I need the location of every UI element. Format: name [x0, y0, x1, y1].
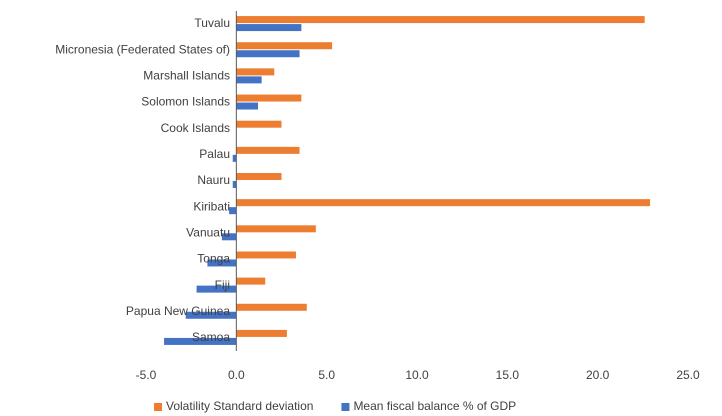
bar — [207, 259, 237, 267]
bar — [236, 76, 262, 84]
y-tick-label: Tonga — [197, 252, 230, 266]
bar — [236, 16, 645, 24]
bar — [185, 311, 237, 319]
y-tick-label: Fiji — [215, 278, 230, 292]
x-tick-label: 25.0 — [676, 368, 700, 382]
bar — [236, 24, 302, 32]
y-tick-label: Tuvalu — [194, 16, 230, 30]
bar — [221, 233, 237, 241]
bar — [236, 102, 259, 110]
bar — [236, 68, 275, 76]
legend-swatch — [341, 403, 350, 411]
y-tick-label: Cook Islands — [161, 121, 230, 135]
bar — [236, 50, 300, 58]
x-tick-label: 0.0 — [228, 368, 245, 382]
y-tick-label: Micronesia (Federated States of) — [55, 42, 230, 56]
x-tick-label: 20.0 — [586, 368, 610, 382]
bar — [196, 285, 237, 293]
x-tick-label: 5.0 — [318, 368, 335, 382]
x-tick-label: 15.0 — [496, 368, 520, 382]
y-tick-label: Papua New Guinea — [126, 304, 230, 318]
y-tick-label: Nauru — [197, 173, 230, 187]
bar — [236, 251, 296, 259]
bar — [236, 94, 302, 102]
legend-label: Volatility Standard deviation — [166, 399, 313, 413]
y-tick-label: Palau — [199, 147, 230, 161]
bar — [236, 42, 333, 50]
bar — [236, 303, 307, 311]
bar — [164, 337, 237, 345]
y-tick-label: Marshall Islands — [143, 69, 230, 83]
bar — [236, 146, 300, 154]
y-tick-label: Solomon Islands — [141, 95, 230, 109]
y-tick-label: Vanuatu — [186, 225, 230, 239]
y-tick-label: Samoa — [192, 330, 230, 344]
x-tick-label: -5.0 — [136, 368, 157, 382]
legend-swatch — [154, 403, 162, 411]
bar — [229, 207, 237, 215]
legend-label: Mean fiscal balance % of GDP — [353, 399, 516, 413]
bar — [236, 225, 316, 233]
bar — [236, 329, 287, 337]
bar — [232, 181, 237, 188]
bar — [232, 154, 237, 162]
bar — [236, 120, 282, 128]
x-tick-label: 10.0 — [405, 368, 429, 382]
bar — [236, 199, 651, 207]
bar — [236, 173, 282, 180]
bar — [236, 277, 266, 285]
y-tick-label: Kiribati — [193, 199, 230, 213]
